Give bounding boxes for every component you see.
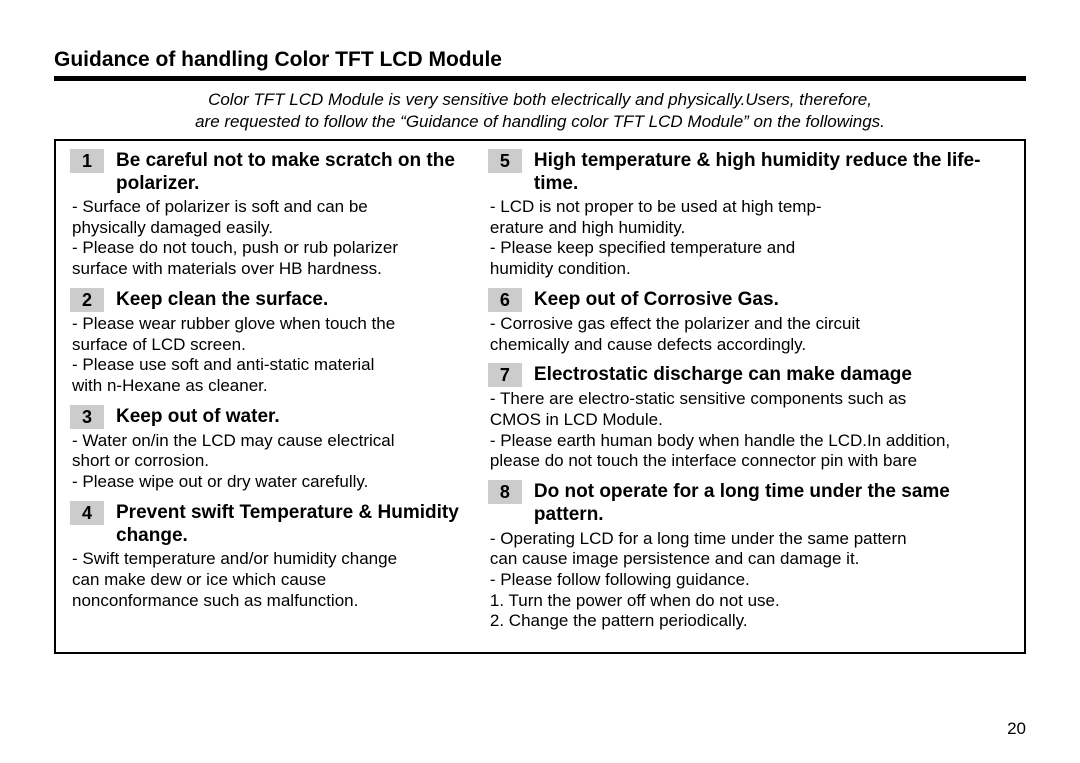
page-title: Guidance of handling Color TFT LCD Modul… — [54, 48, 1026, 72]
item-body: - Please wear rubber glove when touch th… — [70, 314, 476, 397]
item-number-badge: 7 — [488, 363, 522, 387]
item-body: - There are electro-static sensitive com… — [488, 389, 1010, 472]
item-title: Keep clean the surface. — [116, 288, 328, 311]
item-body: - Operating LCD for a long time under th… — [488, 529, 1010, 633]
right-column: 5 High temperature & high humidity reduc… — [482, 149, 1024, 641]
item-body: - LCD is not proper to be used at high t… — [488, 197, 1010, 280]
item-title: Prevent swift Temperature & Humidity cha… — [116, 501, 476, 547]
item-body: - Swift temperature and/or humidity chan… — [70, 549, 476, 611]
item-number-badge: 2 — [70, 288, 104, 312]
item-number-badge: 8 — [488, 480, 522, 504]
item-number-badge: 3 — [70, 405, 104, 429]
guidance-item: 3 Keep out of water. - Water on/in the L… — [70, 405, 476, 493]
item-head: 7 Electrostatic discharge can make damag… — [488, 363, 1010, 387]
guidance-item: 6 Keep out of Corrosive Gas. - Corrosive… — [488, 288, 1010, 355]
item-title: Be careful not to make scratch on the po… — [116, 149, 476, 195]
guidance-item: 4 Prevent swift Temperature & Humidity c… — [70, 501, 476, 612]
guidance-item: 5 High temperature & high humidity reduc… — [488, 149, 1010, 280]
item-title: High temperature & high humidity reduce … — [534, 149, 1010, 195]
item-head: 3 Keep out of water. — [70, 405, 476, 429]
guidance-item: 2 Keep clean the surface. - Please wear … — [70, 288, 476, 397]
guidance-item: 8 Do not operate for a long time under t… — [488, 480, 1010, 632]
item-title: Do not operate for a long time under the… — [534, 480, 1010, 526]
item-head: 1 Be careful not to make scratch on the … — [70, 149, 476, 195]
item-body: - Corrosive gas effect the polarizer and… — [488, 314, 1010, 355]
intro-line-2: are requested to follow the “Guidance of… — [195, 112, 885, 131]
item-head: 6 Keep out of Corrosive Gas. — [488, 288, 1010, 312]
item-body: - Water on/in the LCD may cause electric… — [70, 431, 476, 493]
item-head: 8 Do not operate for a long time under t… — [488, 480, 1010, 526]
item-body: - Surface of polarizer is soft and can b… — [70, 197, 476, 280]
item-title: Keep out of water. — [116, 405, 280, 428]
item-title: Electrostatic discharge can make damage — [534, 363, 912, 386]
intro-text: Color TFT LCD Module is very sensitive b… — [54, 89, 1026, 133]
item-head: 4 Prevent swift Temperature & Humidity c… — [70, 501, 476, 547]
item-number-badge: 5 — [488, 149, 522, 173]
item-number-badge: 6 — [488, 288, 522, 312]
guidance-item: 1 Be careful not to make scratch on the … — [70, 149, 476, 280]
item-head: 2 Keep clean the surface. — [70, 288, 476, 312]
document-page: Guidance of handling Color TFT LCD Modul… — [0, 0, 1080, 763]
page-number: 20 — [1007, 719, 1026, 739]
title-rule — [54, 76, 1026, 81]
guidance-item: 7 Electrostatic discharge can make damag… — [488, 363, 1010, 472]
item-number-badge: 1 — [70, 149, 104, 173]
left-column: 1 Be careful not to make scratch on the … — [56, 149, 482, 641]
item-number-badge: 4 — [70, 501, 104, 525]
intro-line-1: Color TFT LCD Module is very sensitive b… — [208, 90, 872, 109]
columns: 1 Be careful not to make scratch on the … — [56, 149, 1024, 641]
item-title: Keep out of Corrosive Gas. — [534, 288, 779, 311]
item-head: 5 High temperature & high humidity reduc… — [488, 149, 1010, 195]
guidance-box: 1 Be careful not to make scratch on the … — [54, 139, 1026, 655]
